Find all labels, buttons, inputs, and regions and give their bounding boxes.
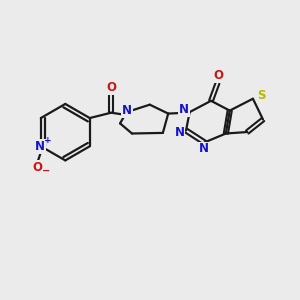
Text: O: O xyxy=(33,160,43,174)
Text: O: O xyxy=(106,81,116,94)
Text: +: + xyxy=(44,136,52,146)
Text: O: O xyxy=(213,69,223,82)
Text: N: N xyxy=(179,103,189,116)
Text: N: N xyxy=(175,125,184,139)
Text: N: N xyxy=(199,142,209,155)
Text: N: N xyxy=(35,140,45,153)
Text: −: − xyxy=(42,166,50,176)
Text: N: N xyxy=(122,104,132,117)
Text: S: S xyxy=(257,89,266,102)
